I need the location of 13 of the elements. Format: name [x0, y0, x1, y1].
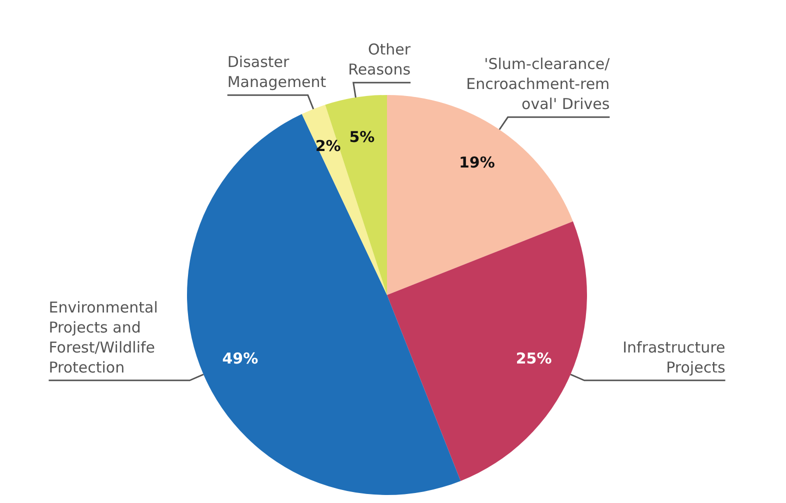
- slice-label: Other Reasons: [348, 40, 412, 79]
- pie-slice: [187, 114, 461, 495]
- pie-slice: [302, 104, 387, 295]
- slice-label: Environmental Projects and Forest/Wildlife Protection: [48, 298, 158, 376]
- slice-label: 'Slum-clearance/ Encroachment-rem oval' Drives: [466, 55, 611, 114]
- data-label: 19%: [458, 154, 495, 172]
- data-label: 5%: [349, 128, 375, 146]
- data-label: 25%: [516, 350, 552, 368]
- data-label: 49%: [222, 350, 258, 368]
- slice-label: Infrastructure Projects: [622, 338, 726, 376]
- slice-label: Disaster Management: [227, 53, 326, 92]
- pie-slice: [387, 221, 587, 481]
- data-label: 2%: [315, 137, 341, 156]
